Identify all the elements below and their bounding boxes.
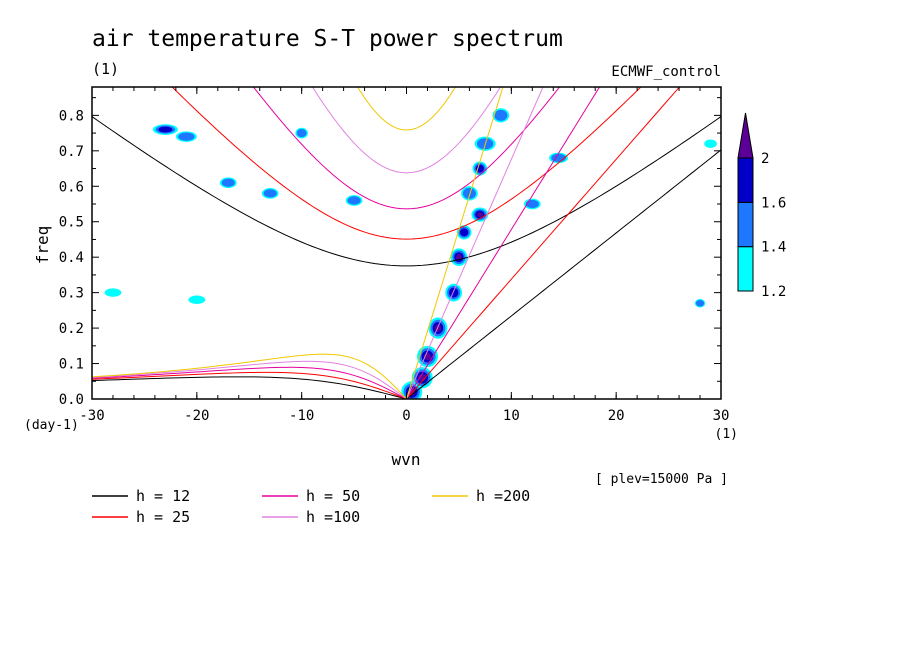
legend-label: h = 25 [136,508,190,526]
rossby-curve [92,376,407,399]
kelvin-curve [406,87,504,399]
x-tick-label: 20 [608,408,625,424]
legend-item: h = 12 [92,487,190,505]
peak-level-2 [475,164,484,173]
y-tick-label: 0.5 [59,215,84,231]
peak-level-0 [188,295,206,304]
spectral-peak [523,198,541,210]
peak-level-1 [525,199,539,209]
y-axis-label: freq [33,226,52,265]
spectral-peak [188,295,206,304]
spectral-peak [152,124,178,135]
colorbar-segment [737,246,754,292]
model-label: ECMWF_control [611,64,721,80]
x-tick-label: -20 [184,408,209,424]
colorbar: 1.2 1.4 1.6 2 [737,112,786,300]
x-tick-label: 0 [402,408,410,424]
spectral-peak [471,207,489,222]
colorbar-segment [737,157,754,203]
peak-level-3 [456,254,462,261]
x-axis-label: wvn [392,450,421,469]
level-note: [ plev=15000 Pa ] [595,472,728,487]
legend: h = 12 h = 25 h = 50 h =100 h =200 [92,487,530,526]
x-unit-label: (1) [715,427,738,442]
spectral-peak [345,195,363,206]
spectral-peak [704,139,717,148]
y-tick-label: 0.3 [59,286,84,302]
spectral-peak [445,283,463,302]
peak-level-0 [104,288,122,297]
peak-level-1 [462,187,476,199]
peak-level-1 [296,128,307,138]
gravity-curve [171,87,642,240]
peak-level-2 [158,126,173,133]
unit-label: (1) [92,60,119,78]
spectral-peak [219,177,237,189]
spectral-peak [461,186,478,201]
chart-title: air temperature S-T power spectrum [92,26,563,52]
spectral-peak [175,131,197,142]
legend-label: h =100 [306,508,360,526]
gravity-curve [357,87,456,131]
spectral-peak [104,288,122,297]
legend-label: h =200 [476,487,530,505]
colorbar-label: 2 [761,151,769,167]
spectral-peak [261,188,279,199]
gravity-curve [92,116,721,267]
rossby-curve [92,371,407,399]
gravity-curve [311,87,502,174]
y-tick-label: 0.4 [59,250,84,266]
legend-label: h = 50 [306,487,360,505]
kelvin-curve [406,87,681,399]
legend-item: h =100 [262,508,360,526]
colorbar-label: 1.6 [761,195,786,211]
y-tick-label: 0.8 [59,108,84,124]
y-tick-label: 0.1 [59,357,84,373]
spectral-peak [295,127,308,139]
spectral-peak [450,248,468,267]
y-tick-label: 0.0 [59,392,84,408]
peak-level-2 [448,287,459,298]
rossby-curve [92,366,407,399]
legend-item: h = 25 [92,508,190,526]
y-tick-label: 0.6 [59,179,84,195]
peak-level-2 [460,228,469,237]
gravity-curve [252,87,561,210]
kelvin-curve [406,149,721,399]
colorbar-label: 1.2 [761,284,786,300]
kelvin-curve [406,87,544,399]
y-tick-label: 0.2 [59,321,84,337]
rossby-curve [92,353,407,399]
y-tick-label: 0.7 [59,144,84,160]
plot-area: -30 -20 -10 0 10 20 30 0.0 0.1 0.2 0.3 0.4 0.5 0.6 0.7… [59,86,730,424]
spectral-peak [492,108,510,123]
y-unit-label: (day-1) [24,418,79,433]
x-tick-label: 30 [713,408,730,424]
kelvin-curve [406,87,601,399]
peak-level-1 [178,132,195,141]
spectral-peak [456,225,472,240]
peak-level-1 [347,196,361,205]
legend-item: h =200 [432,487,530,505]
x-tick-label: -10 [289,408,314,424]
peak-level-1 [263,189,277,198]
legend-label: h = 12 [136,487,190,505]
peak-level-1 [494,109,508,121]
colorbar-label: 1.4 [761,240,786,256]
spectral-peak [694,299,706,308]
colorbar-extend-arrow [737,112,754,159]
peak-level-1 [695,299,705,307]
x-tick-label: -30 [79,408,104,424]
colorbar-segment [737,201,754,248]
rossby-curve [92,360,407,399]
spectral-peak [472,161,488,176]
x-tick-label: 10 [503,408,520,424]
peak-level-0 [704,139,717,148]
legend-item: h = 50 [262,487,360,505]
peak-level-1 [221,178,235,187]
peak-level-3 [477,212,483,218]
